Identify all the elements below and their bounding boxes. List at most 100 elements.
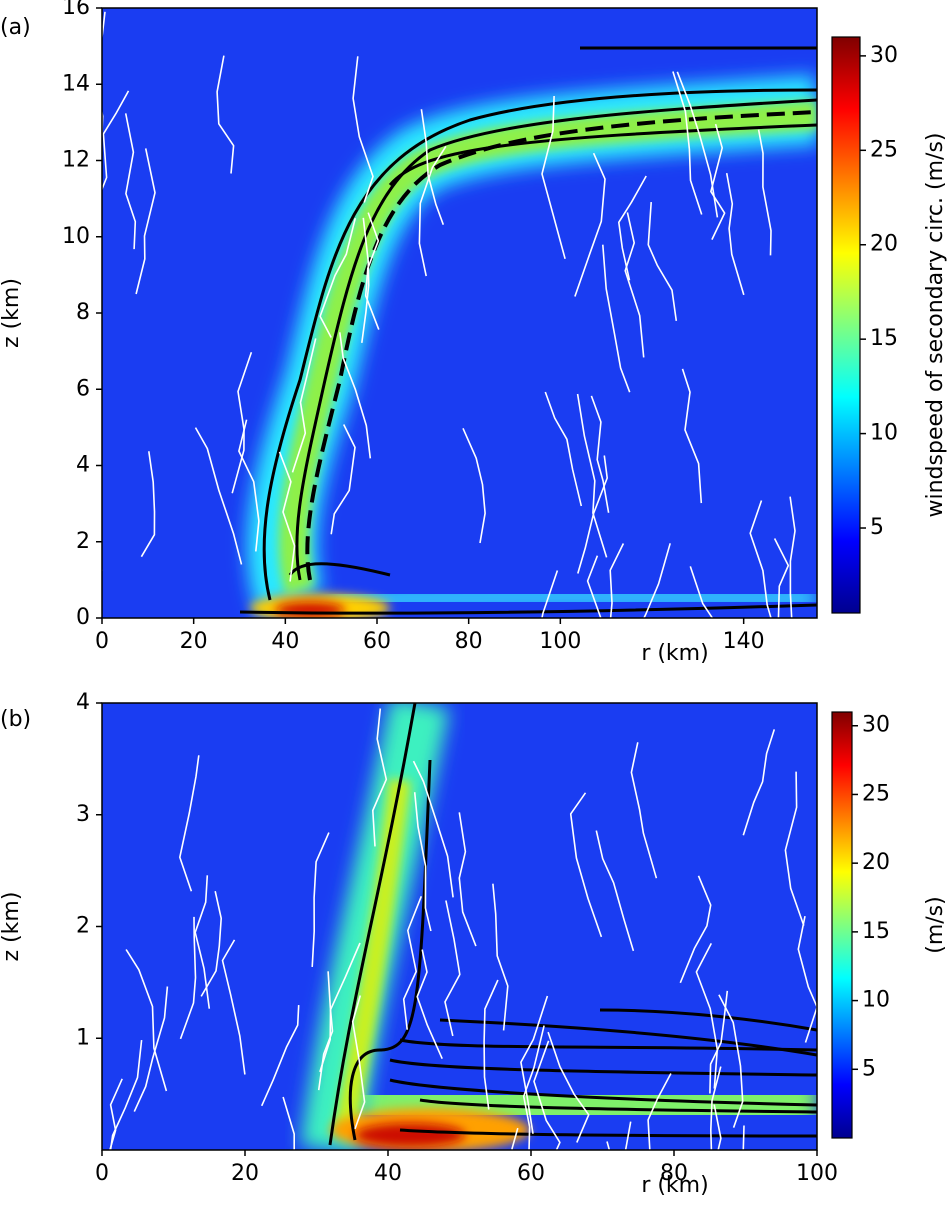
streamline-white xyxy=(672,71,703,215)
y-tick-label: 4 xyxy=(76,690,90,715)
streamline-white xyxy=(420,109,445,225)
panel-label: (a) xyxy=(0,15,31,40)
streamline-white xyxy=(541,570,559,618)
x-tick-label: 100 xyxy=(796,1161,838,1186)
y-tick-label: 16 xyxy=(62,0,90,20)
streamline-white xyxy=(200,891,222,997)
streamline-white xyxy=(179,916,197,1040)
colorbar-tick-label: 25 xyxy=(870,137,898,162)
streamline-black xyxy=(262,88,817,601)
colorbar-tick-label: 30 xyxy=(870,43,898,68)
streamline-white xyxy=(576,393,608,558)
streamline-white xyxy=(238,419,260,552)
y-axis-label: z (km) xyxy=(0,278,24,348)
streamline-white xyxy=(773,538,790,618)
y-tick-label: 8 xyxy=(76,300,90,325)
streamline-white xyxy=(679,875,712,984)
streamline-white xyxy=(789,496,796,618)
x-tick-label: 20 xyxy=(231,1161,259,1186)
streamline-white xyxy=(330,424,356,535)
streamline-white xyxy=(135,148,156,295)
streamline-white xyxy=(102,90,130,192)
streamline-white xyxy=(586,555,602,618)
colorbar-tick-label: 10 xyxy=(862,988,890,1013)
streamline-white xyxy=(511,1127,519,1150)
x-tick-label: 80 xyxy=(455,629,483,654)
streamline-white xyxy=(710,123,726,240)
streamline-black xyxy=(599,1008,817,1032)
y-tick-label: 6 xyxy=(76,376,90,401)
colorbar-tick-label: 30 xyxy=(862,713,890,738)
y-tick-label: 1 xyxy=(76,1025,90,1050)
colorbar-tick-label: 25 xyxy=(862,781,890,806)
streamline-white xyxy=(797,915,817,1043)
y-axis-label: z (km) xyxy=(0,892,24,962)
streamline-white xyxy=(710,1066,722,1150)
streamline-white xyxy=(522,1025,545,1150)
streamline-white xyxy=(547,1031,590,1143)
streamline-black xyxy=(419,1098,817,1114)
streamline-white xyxy=(713,1104,722,1150)
streamline-white xyxy=(278,451,296,582)
streamline-white xyxy=(725,172,745,296)
streamline-dashed xyxy=(305,110,817,581)
streamline-white xyxy=(179,755,200,892)
colorbar-tick-label: 5 xyxy=(862,1056,876,1081)
streamline-black xyxy=(295,98,817,581)
streamline-white xyxy=(140,451,156,558)
streamline-white xyxy=(676,71,719,218)
streamline-white xyxy=(749,500,772,618)
streamline-white xyxy=(681,368,703,504)
streamline-white xyxy=(221,939,246,1075)
streamline-white xyxy=(590,395,610,513)
x-tick-label: 140 xyxy=(723,629,765,654)
streamline-white xyxy=(647,1073,672,1150)
x-tick-label: 100 xyxy=(539,629,581,654)
streamline-white xyxy=(606,1141,611,1150)
streamline-white xyxy=(784,771,805,926)
x-tick-label: 60 xyxy=(363,629,391,654)
streamline-white xyxy=(492,883,509,1031)
streamline-white xyxy=(319,942,361,1073)
heatmap xyxy=(102,8,817,618)
streamline-white xyxy=(194,427,243,565)
streamline-black xyxy=(399,1128,817,1138)
streamline-white xyxy=(413,792,432,932)
y-tick-label: 14 xyxy=(62,71,90,96)
streamline-white xyxy=(624,212,645,358)
streamline-white xyxy=(319,218,357,338)
streamline-white xyxy=(109,1040,143,1150)
x-tick-label: 20 xyxy=(180,629,208,654)
y-tick-label: 2 xyxy=(76,914,90,939)
streamline-white xyxy=(569,792,603,938)
x-axis-label: r (km) xyxy=(641,641,708,666)
streamline-white xyxy=(194,875,211,1009)
y-tick-label: 0 xyxy=(76,605,90,630)
streamline-white xyxy=(418,145,447,277)
streamline-white xyxy=(595,830,635,952)
colorbar-tick-label: 15 xyxy=(862,919,890,944)
streamline-white xyxy=(416,949,443,1060)
streamline-white xyxy=(609,543,625,618)
x-tick-label: 0 xyxy=(95,1161,109,1186)
streamline-white xyxy=(412,760,454,898)
streamline-white xyxy=(458,812,477,947)
inflow-band xyxy=(329,582,817,613)
streamline-white xyxy=(339,332,372,459)
streamline-white xyxy=(643,543,671,618)
streamline-white xyxy=(133,986,169,1112)
x-tick-label: 60 xyxy=(517,1161,545,1186)
streamline-black xyxy=(328,703,417,1146)
streamline-white xyxy=(352,56,374,203)
streamline-white xyxy=(630,742,658,879)
colorbar-tick-label: 20 xyxy=(862,850,890,875)
colorbar-tick-label: 15 xyxy=(870,326,898,351)
colorbar xyxy=(831,711,853,1139)
streamline-white xyxy=(282,1096,295,1150)
y-tick-label: 12 xyxy=(62,148,90,173)
streamline-black xyxy=(239,603,817,615)
colorbar-label: windspeed of secondary circ. (m/s) xyxy=(923,133,948,518)
y-tick-label: 10 xyxy=(62,224,90,249)
heatmap xyxy=(102,703,817,1150)
